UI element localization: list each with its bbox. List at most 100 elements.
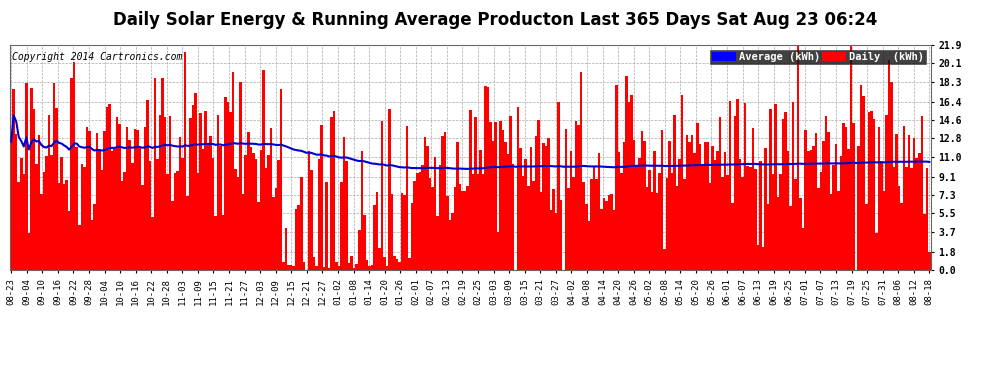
Bar xyxy=(787,151,789,270)
Bar xyxy=(532,181,535,270)
Bar xyxy=(126,127,129,270)
Bar xyxy=(237,177,240,270)
Bar xyxy=(119,124,121,270)
Bar xyxy=(451,213,453,270)
Bar xyxy=(504,142,507,270)
Bar xyxy=(590,179,593,270)
Bar xyxy=(481,174,484,270)
Bar xyxy=(303,262,305,270)
Bar xyxy=(212,158,214,270)
Bar xyxy=(862,96,865,270)
Bar xyxy=(777,197,779,270)
Bar xyxy=(398,261,401,270)
Bar xyxy=(341,183,343,270)
Bar xyxy=(507,153,509,270)
Bar xyxy=(802,228,805,270)
Bar xyxy=(499,121,502,270)
Bar xyxy=(277,159,280,270)
Bar xyxy=(23,174,25,270)
Bar xyxy=(742,177,743,270)
Bar xyxy=(704,142,706,270)
Bar xyxy=(320,126,323,270)
Bar xyxy=(368,266,370,270)
Bar xyxy=(706,142,709,270)
Bar xyxy=(214,216,217,270)
Bar xyxy=(199,113,202,270)
Bar xyxy=(794,178,797,270)
Bar xyxy=(264,168,267,270)
Bar xyxy=(328,268,331,270)
Bar xyxy=(722,177,724,270)
Bar xyxy=(870,111,872,270)
Bar xyxy=(479,150,481,270)
Bar xyxy=(724,152,727,270)
Bar xyxy=(360,151,363,270)
Bar xyxy=(466,186,469,270)
Bar xyxy=(835,144,838,270)
Bar xyxy=(343,137,346,270)
Bar xyxy=(585,204,587,270)
Bar xyxy=(535,136,538,270)
Bar xyxy=(926,168,928,270)
Bar xyxy=(844,128,847,270)
Bar xyxy=(38,135,41,270)
Bar xyxy=(191,105,194,270)
Bar xyxy=(577,125,580,270)
Bar xyxy=(693,153,696,270)
Bar xyxy=(872,119,875,270)
Bar xyxy=(240,82,242,270)
Bar xyxy=(225,97,227,270)
Bar xyxy=(779,174,782,270)
Bar xyxy=(520,148,522,270)
Bar xyxy=(106,107,108,270)
Bar xyxy=(743,102,746,270)
Bar xyxy=(184,52,186,270)
Bar xyxy=(48,115,50,270)
Bar xyxy=(287,265,290,270)
Bar xyxy=(396,259,398,270)
Bar xyxy=(83,167,85,270)
Bar xyxy=(825,116,828,270)
Bar xyxy=(665,178,668,270)
Bar xyxy=(108,104,111,270)
Bar xyxy=(494,122,497,270)
Bar xyxy=(719,117,722,270)
Bar xyxy=(91,220,93,270)
Bar xyxy=(442,136,444,270)
Bar xyxy=(207,143,209,270)
Bar xyxy=(43,172,46,270)
Bar xyxy=(347,263,350,270)
Bar xyxy=(439,165,442,270)
Bar xyxy=(838,190,840,270)
Bar xyxy=(10,141,13,270)
Bar xyxy=(33,109,35,270)
Bar xyxy=(313,257,315,270)
Bar xyxy=(840,156,842,270)
Bar xyxy=(292,267,295,270)
Bar xyxy=(608,195,610,270)
Bar xyxy=(820,172,822,270)
Bar xyxy=(842,123,844,270)
Bar xyxy=(906,167,908,270)
Bar xyxy=(370,264,373,270)
Bar xyxy=(464,191,466,270)
Bar xyxy=(409,258,411,270)
Bar xyxy=(469,110,471,270)
Bar xyxy=(570,152,572,270)
Bar xyxy=(575,122,577,270)
Bar xyxy=(807,151,810,270)
Bar xyxy=(103,131,106,270)
Bar xyxy=(65,180,68,270)
Bar xyxy=(668,141,671,270)
Bar xyxy=(373,204,375,270)
Bar xyxy=(269,128,272,270)
Bar xyxy=(153,78,156,270)
Bar xyxy=(267,155,269,270)
Bar xyxy=(63,184,65,270)
Bar xyxy=(699,144,701,270)
Bar xyxy=(346,161,347,270)
Bar xyxy=(375,192,378,270)
Bar xyxy=(46,156,48,270)
Bar xyxy=(416,173,419,270)
Bar xyxy=(93,204,96,270)
